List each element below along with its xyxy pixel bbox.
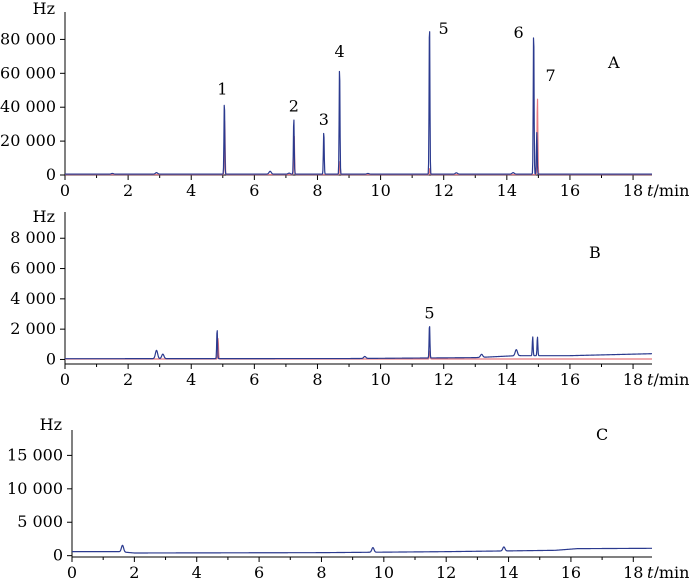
x-tick-label: 18 (623, 370, 643, 389)
y-tick-label: 4 000 (10, 289, 56, 308)
y-tick-label: 40 000 (0, 97, 56, 116)
x-tick-label: 0 (67, 563, 77, 578)
peak-label: 2 (289, 96, 299, 115)
x-tick-label: 16 (560, 181, 580, 200)
x-tick-label: 12 (434, 181, 454, 200)
x-tick-label: 0 (60, 370, 70, 389)
y-tick-label: 0 (53, 546, 63, 565)
x-tick-label: 6 (249, 370, 259, 389)
x-tick-label: 14 (497, 370, 517, 389)
y-tick-label: 10 000 (7, 479, 63, 498)
x-tick-label: 0 (60, 181, 70, 200)
peak-label: 7 (545, 66, 555, 85)
x-tick-label: 2 (123, 181, 133, 200)
trace-series (64, 98, 653, 176)
x-tick-label: 4 (192, 563, 202, 578)
panel-letter: C (596, 425, 608, 444)
y-unit-label: Hz (33, 0, 55, 18)
peak-label: 4 (334, 42, 344, 61)
x-tick-label: 8 (312, 370, 322, 389)
panel-B: Hz 0 2 000 4 000 6 000 8 000 0 2 4 6 8 10 12 14 16 18 t/… (10, 207, 689, 389)
x-tick-label: 16 (560, 370, 580, 389)
peak-label: 5 (439, 19, 449, 38)
x-tick-label: 10 (374, 563, 394, 578)
x-tick-label: 8 (316, 563, 326, 578)
x-tick-label: 12 (434, 370, 454, 389)
x-tick-label: 10 (370, 370, 390, 389)
x-tick-label: 4 (186, 181, 196, 200)
trace-series (64, 326, 653, 360)
panel-letter: B (589, 243, 601, 262)
x-axis-label: t/min (647, 370, 689, 389)
x-tick-label: 2 (123, 370, 133, 389)
trace-series (71, 544, 653, 554)
panel-letter: A (607, 53, 620, 72)
x-tick-label: 8 (312, 181, 322, 200)
peak-label: 1 (217, 79, 227, 98)
trace-series (64, 31, 653, 175)
y-tick-label: 0 (46, 349, 56, 368)
y-tick-label: 0 (46, 165, 56, 184)
x-axis-label: t/min (647, 563, 689, 578)
x-tick-label: 6 (254, 563, 264, 578)
y-unit-label: Hz (33, 207, 55, 226)
peak-label: 6 (513, 23, 523, 42)
x-axis-label: t/min (647, 181, 689, 200)
x-tick-label: 18 (623, 181, 643, 200)
x-tick-label: 16 (561, 563, 581, 578)
peak-label: 3 (319, 110, 329, 129)
y-tick-label: 8 000 (10, 228, 56, 247)
y-tick-label: 6 000 (10, 259, 56, 278)
x-tick-label: 12 (436, 563, 456, 578)
y-tick-label: 5 000 (17, 512, 63, 531)
x-tick-label: 18 (623, 563, 643, 578)
y-tick-label: 15 000 (7, 445, 63, 464)
y-unit-label: Hz (40, 415, 62, 434)
panel-C: Hz 0 5 000 10 000 15 000 0 2 4 6 8 10 12 14 16 18 t/min… (7, 415, 689, 578)
x-tick-label: 14 (497, 181, 517, 200)
y-tick-label: 80 000 (0, 29, 56, 48)
peak-label: 5 (424, 304, 434, 323)
x-tick-label: 14 (498, 563, 518, 578)
y-tick-label: 60 000 (0, 63, 56, 82)
y-tick-label: 20 000 (0, 131, 56, 150)
x-tick-label: 6 (249, 181, 259, 200)
y-tick-label: 2 000 (10, 319, 56, 338)
x-tick-label: 2 (129, 563, 139, 578)
x-tick-label: 4 (186, 370, 196, 389)
x-tick-label: 10 (370, 181, 390, 200)
